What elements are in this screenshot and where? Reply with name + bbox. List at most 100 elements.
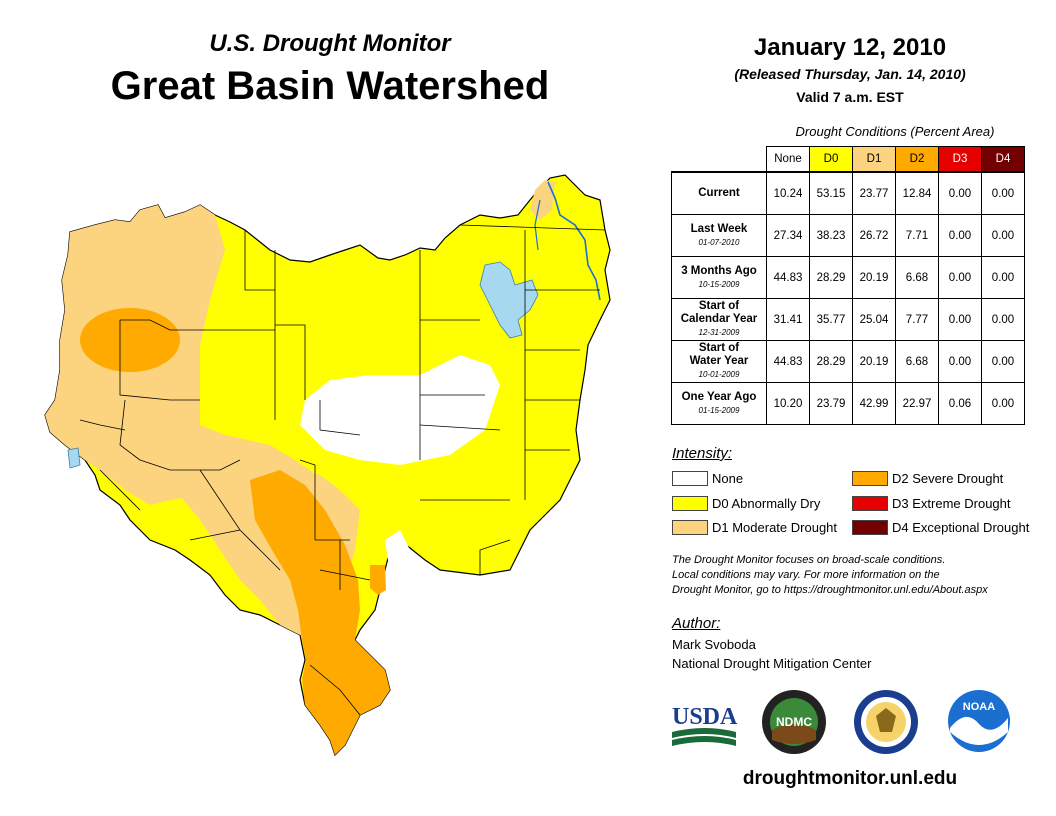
drought-map [44,174,611,757]
table-row: Start of Water Year 10-01-2009 44.83 28.29 20… [671,340,1025,383]
row-label: Start of Calendar Year 12-31-2009 [671,298,767,341]
legend-swatch-d2 [852,471,888,486]
great-salt-lake [479,261,539,339]
map-title: Great Basin Watershed [110,64,550,108]
row-label-line-1: 3 Months Ago [681,264,757,277]
table-cell: 7.71 [895,214,939,257]
note-line-3: Drought Monitor, go to https://droughtmo… [672,584,988,596]
none-notch-east [385,530,410,565]
row-date: 10-15-2009 [698,279,740,289]
column-header-none: None [766,146,810,173]
drought-conditions-table: None D0 D1 D2 D3 D4 Current 10.24 53.15 23.… [671,146,1025,425]
legend-swatch-d0 [672,496,708,511]
table-cell: 0.00 [938,171,982,215]
table-row: Last Week 01-07-2010 27.34 38.23 26.72 7.71 0.… [671,214,1025,257]
table-cell: 6.68 [895,340,939,383]
legend-label-none: None [712,471,744,486]
row-label: Start of Water Year 10-01-2009 [671,340,767,383]
river-northeast [547,181,601,301]
row-date: 01-15-2009 [698,405,740,415]
legend-swatch-d4 [852,520,888,535]
legend-label-d4: D4 Exceptional Drought [892,520,1030,535]
table-cell: 7.77 [895,298,939,341]
row-label: Last Week 01-07-2010 [671,214,767,257]
note-line-2: Local conditions may vary. For more info… [672,569,940,581]
legend-label-d3: D3 Extreme Drought [892,496,1011,511]
column-header-d1: D1 [852,146,896,173]
row-date: 12-31-2009 [698,328,740,337]
table-cell: 53.15 [809,171,853,215]
row-label-line-2: Water Year [689,355,749,367]
legend-label-d1: D1 Moderate Drought [712,520,838,535]
none-central-region [300,355,500,465]
column-header-d2: D2 [895,146,939,173]
row-label-line-1: Last Week [690,222,748,235]
table-cell: 28.29 [809,340,853,383]
table-cell: 0.00 [938,256,982,299]
table-cell: 44.83 [766,340,810,383]
row-label-line-1: Start of [698,300,740,312]
table-cell: 12.84 [895,171,939,215]
table-cell: 23.79 [809,382,853,425]
table-cell: 31.41 [766,298,810,341]
d2-south-region [250,470,390,755]
row-date: 10-01-2009 [698,370,740,379]
release-date: (Released Thursday, Jan. 14, 2010) [734,66,966,82]
table-cell: 0.00 [981,382,1025,425]
table-cell: 0.00 [981,171,1025,215]
column-header-d0: D0 [809,146,853,173]
row-label-line-2: Calendar Year [680,313,758,325]
column-header-d4: D4 [981,146,1025,173]
table-cell: 26.72 [852,214,896,257]
table-cell: 42.99 [852,382,896,425]
table-corner [672,147,767,173]
row-label-line-1: Start of [698,342,740,354]
table-cell: 20.19 [852,340,896,383]
table-cell: 10.24 [766,171,810,215]
table-cell: 0.00 [938,214,982,257]
table-cell: 0.00 [981,298,1025,341]
author-organization: National Drought Mitigation Center [672,656,872,671]
note-line-1: The Drought Monitor focuses on broad-sca… [672,554,946,566]
ndmc-logo-text: NDMC [776,715,812,729]
legend-item-d0: D0 Abnormally Dry [672,496,820,511]
valid-time: Valid 7 a.m. EST [796,89,904,105]
table-cell: 22.97 [895,382,939,425]
table-row: Start of Calendar Year 12-31-2009 31.41 35.7… [671,298,1025,341]
row-label: One Year Ago 01-15-2009 [671,382,767,425]
row-label: 3 Months Ago 10-15-2009 [671,256,767,299]
legend-swatch-none [672,471,708,486]
author-heading: Author: [672,615,721,632]
legend-swatch-d3 [852,496,888,511]
table-cell: 10.20 [766,382,810,425]
intensity-heading: Intensity: [672,445,733,462]
table-cell: 0.00 [981,340,1025,383]
table-cell: 0.06 [938,382,982,425]
lake-west [67,447,81,469]
table-cell: 23.77 [852,171,896,215]
row-label-line-1: Current [698,187,740,199]
row-label-line-1: One Year Ago [681,390,757,403]
table-cell: 0.00 [981,214,1025,257]
table-header-row: None D0 D1 D2 D3 D4 [672,146,1025,173]
table-cell: 20.19 [852,256,896,299]
legend-item-d4: D4 Exceptional Drought [852,520,1029,535]
website-link[interactable]: droughtmonitor.unl.edu [742,768,958,789]
legend-item-d2: D2 Severe Drought [852,471,1003,486]
usda-logo: USDA [672,704,738,746]
table-cell: 38.23 [809,214,853,257]
table-cell: 0.00 [938,298,982,341]
legend-label-d2: D2 Severe Drought [892,471,1004,486]
legend-item-d3: D3 Extreme Drought [852,496,1011,511]
d2-north-region [80,308,180,372]
monitor-note: The Drought Monitor focuses on broad-sca… [672,553,1052,598]
legend-swatch-d1 [672,520,708,535]
map-date: January 12, 2010 [753,34,947,61]
table-caption: Drought Conditions (Percent Area) [795,124,995,139]
table-row: Current 10.24 53.15 23.77 12.84 0.00 0.00 [671,171,1025,215]
map-subtitle: U.S. Drought Monitor [209,30,451,57]
d1-northeast-patch [530,180,555,220]
row-date: 01-07-2010 [698,237,740,247]
boundary-lines [79,224,606,716]
table-cell: 6.68 [895,256,939,299]
